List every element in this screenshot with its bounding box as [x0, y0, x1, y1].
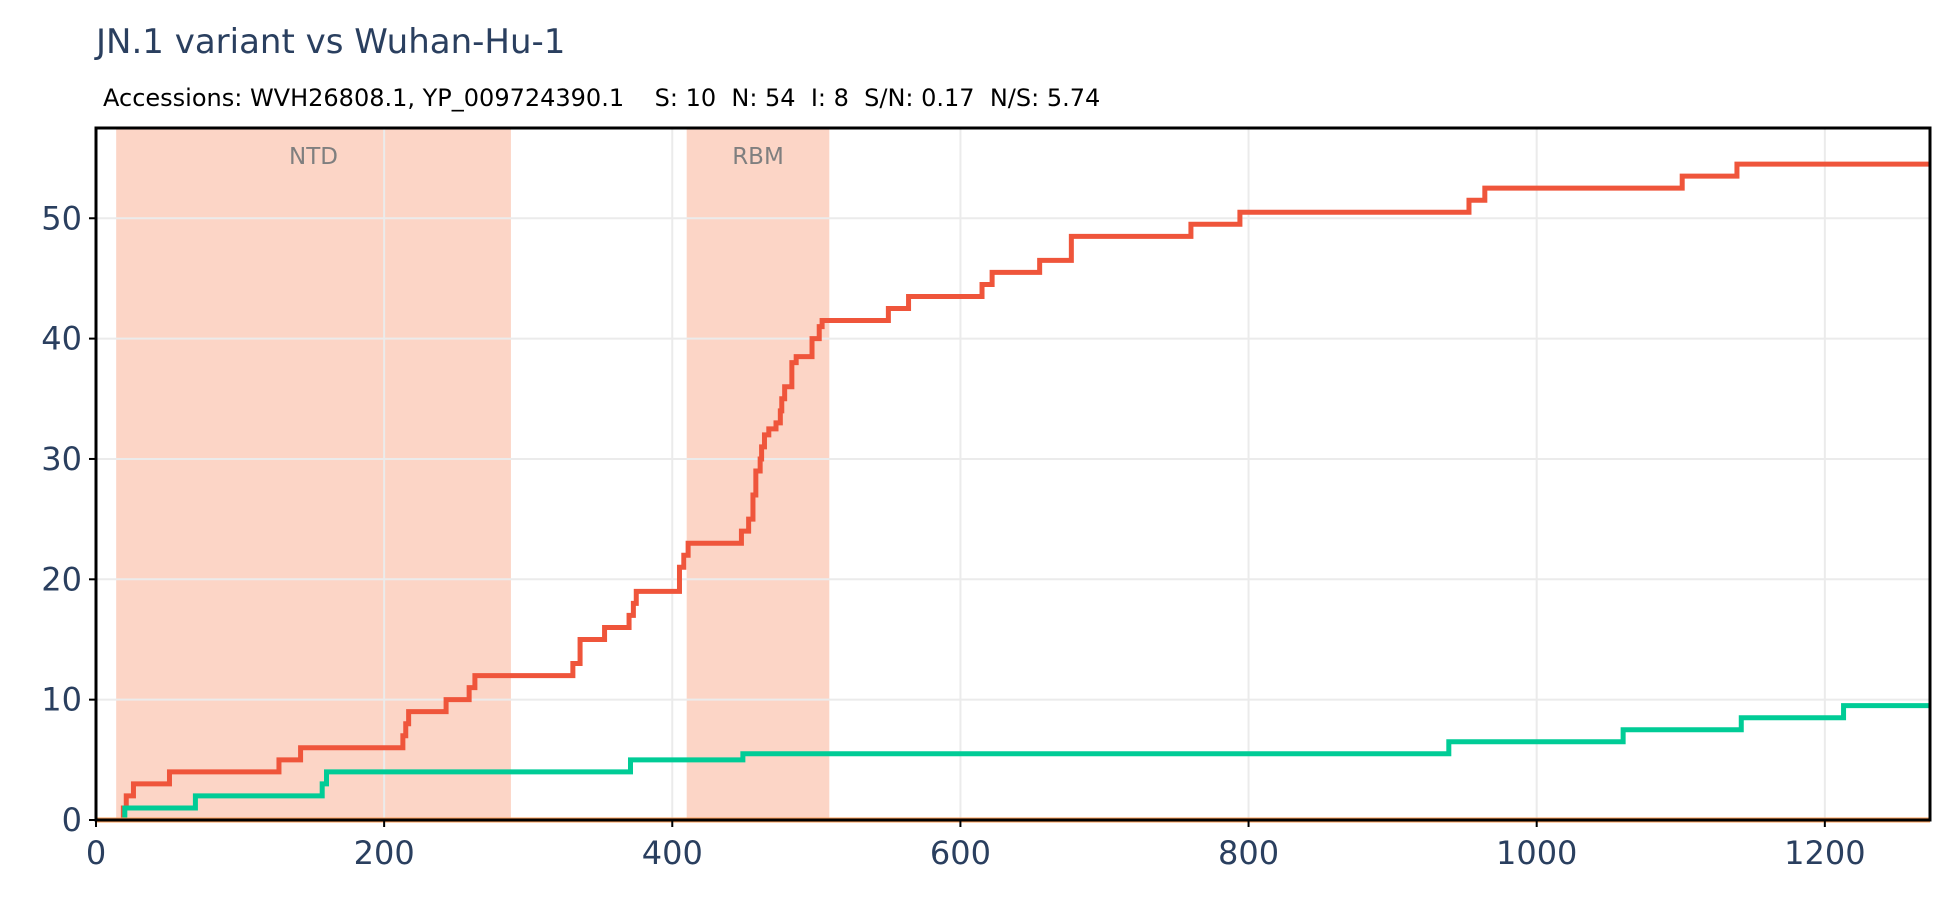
regions-layer: NTD RBM: [116, 128, 830, 820]
y-tick-label: 20: [41, 560, 82, 598]
x-tick-label: 800: [1218, 834, 1279, 872]
region-label-ntd: NTD: [289, 144, 338, 170]
y-tick-label: 30: [41, 440, 82, 478]
y-tick-label: 0: [62, 801, 82, 839]
y-tick-label: 10: [41, 681, 82, 719]
y-tick-label: 40: [41, 320, 82, 358]
grid-layer: [96, 128, 1930, 820]
region-band-ntd: [116, 128, 511, 820]
x-tick-label: 1000: [1496, 834, 1577, 872]
x-tick-label: 0: [86, 834, 106, 872]
x-tick-label: 600: [930, 834, 991, 872]
y-tick-label: 50: [41, 199, 82, 237]
x-tick-label: 1200: [1784, 834, 1865, 872]
chart-title: JN.1 variant vs Wuhan-Hu-1: [94, 22, 565, 62]
series-line-2: [96, 703, 1930, 823]
chart-subtitle: Accessions: WVH26808.1, YP_009724390.1 S…: [103, 84, 1100, 112]
x-tick-label: 200: [354, 834, 415, 872]
series-line-1: [96, 161, 1930, 823]
ticks-layer: 0 200 400 600 800 1000 1200 0 10 20 30 40 50: [41, 199, 1865, 872]
region-label-rbm: RBM: [732, 144, 784, 170]
x-tick-label: 400: [642, 834, 703, 872]
plot-frame: [94, 126, 1932, 822]
